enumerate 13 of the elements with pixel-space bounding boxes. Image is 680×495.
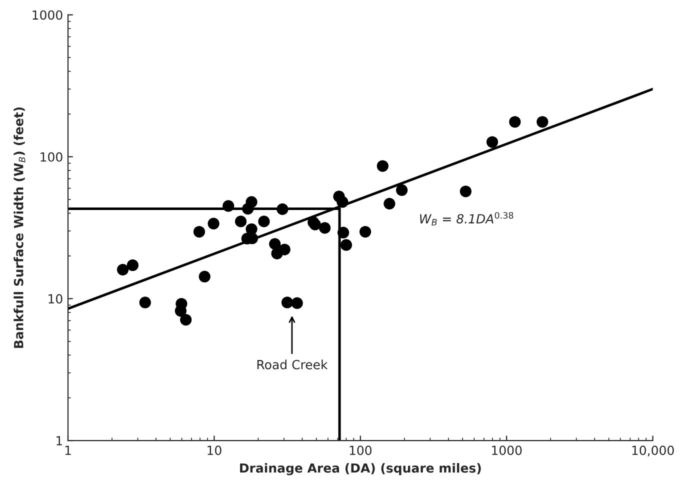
x-tick-label: 10	[208, 446, 222, 456]
y-tick-label: 10	[48, 294, 62, 304]
x-tick-label: 10,000	[632, 446, 674, 456]
y-tick-label: 1000	[32, 10, 62, 20]
x-tick-label: 1000	[492, 446, 522, 456]
annotation: Road Creek	[257, 360, 328, 370]
y-axis-title: Bankfull Surface Width (W$_{B}$) (feet)	[14, 107, 26, 348]
x-tick-label: 100	[350, 446, 372, 456]
y-tick-label: 100	[40, 152, 62, 162]
x-tick-label: 1	[65, 446, 71, 455]
y-tick-label: 1	[56, 436, 62, 446]
annotation: W$_{B}$ = 8.1DA$^{0.38}$	[420, 212, 514, 226]
x-axis-title: Drainage Area (DA) (square miles)	[240, 463, 481, 476]
